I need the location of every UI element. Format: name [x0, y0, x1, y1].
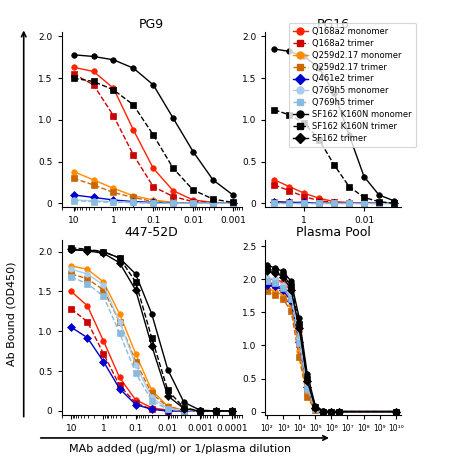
Title: Plasma Pool: Plasma Pool: [296, 225, 370, 238]
Text: MAb added (μg/ml) or 1/plasma dilution: MAb added (μg/ml) or 1/plasma dilution: [69, 444, 291, 455]
Legend: Q168a2 monomer, Q168a2 trimer, Q259d2.17 monomer, Q259d2.17 trimer, Q461e2 trime: Q168a2 monomer, Q168a2 trimer, Q259d2.17…: [289, 23, 416, 147]
Title: PG9: PG9: [139, 18, 164, 31]
Title: 447-52D: 447-52D: [125, 225, 179, 238]
Title: PG16: PG16: [317, 18, 349, 31]
Text: Ab Bound (OD450): Ab Bound (OD450): [7, 261, 17, 366]
